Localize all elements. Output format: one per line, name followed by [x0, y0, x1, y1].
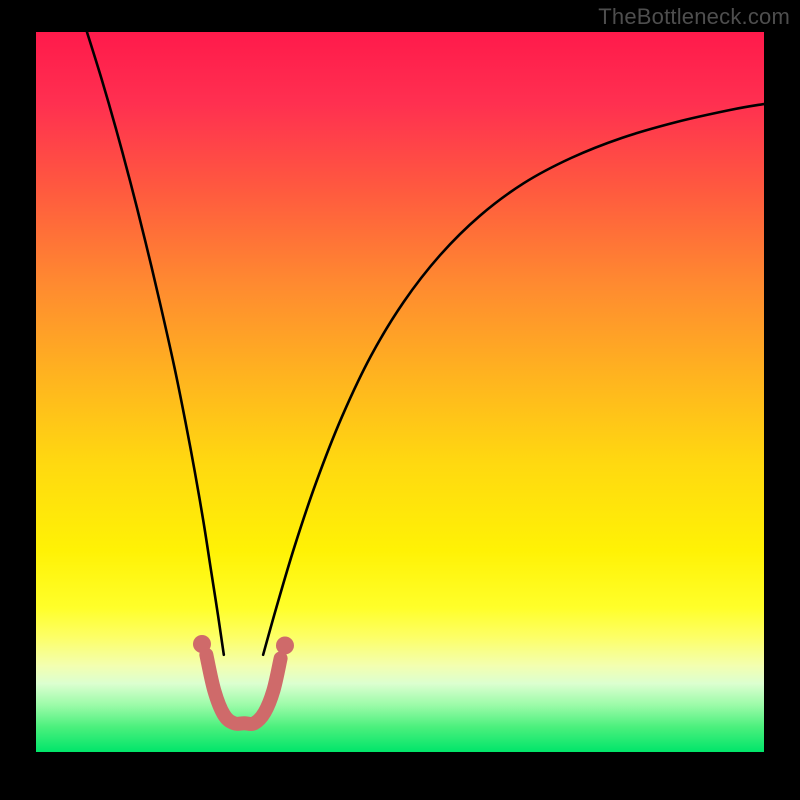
gradient-background [36, 32, 764, 752]
chart-frame: TheBottleneck.com [0, 0, 800, 800]
notch-dot [193, 635, 211, 653]
bottleneck-curve-chart [0, 0, 800, 800]
watermark-text: TheBottleneck.com [598, 4, 790, 30]
notch-dot [276, 636, 294, 654]
